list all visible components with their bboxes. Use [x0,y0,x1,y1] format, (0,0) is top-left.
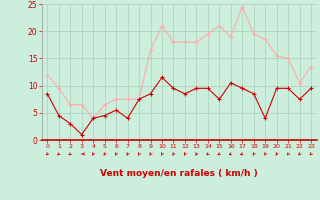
X-axis label: Vent moyen/en rafales ( km/h ): Vent moyen/en rafales ( km/h ) [100,169,258,178]
